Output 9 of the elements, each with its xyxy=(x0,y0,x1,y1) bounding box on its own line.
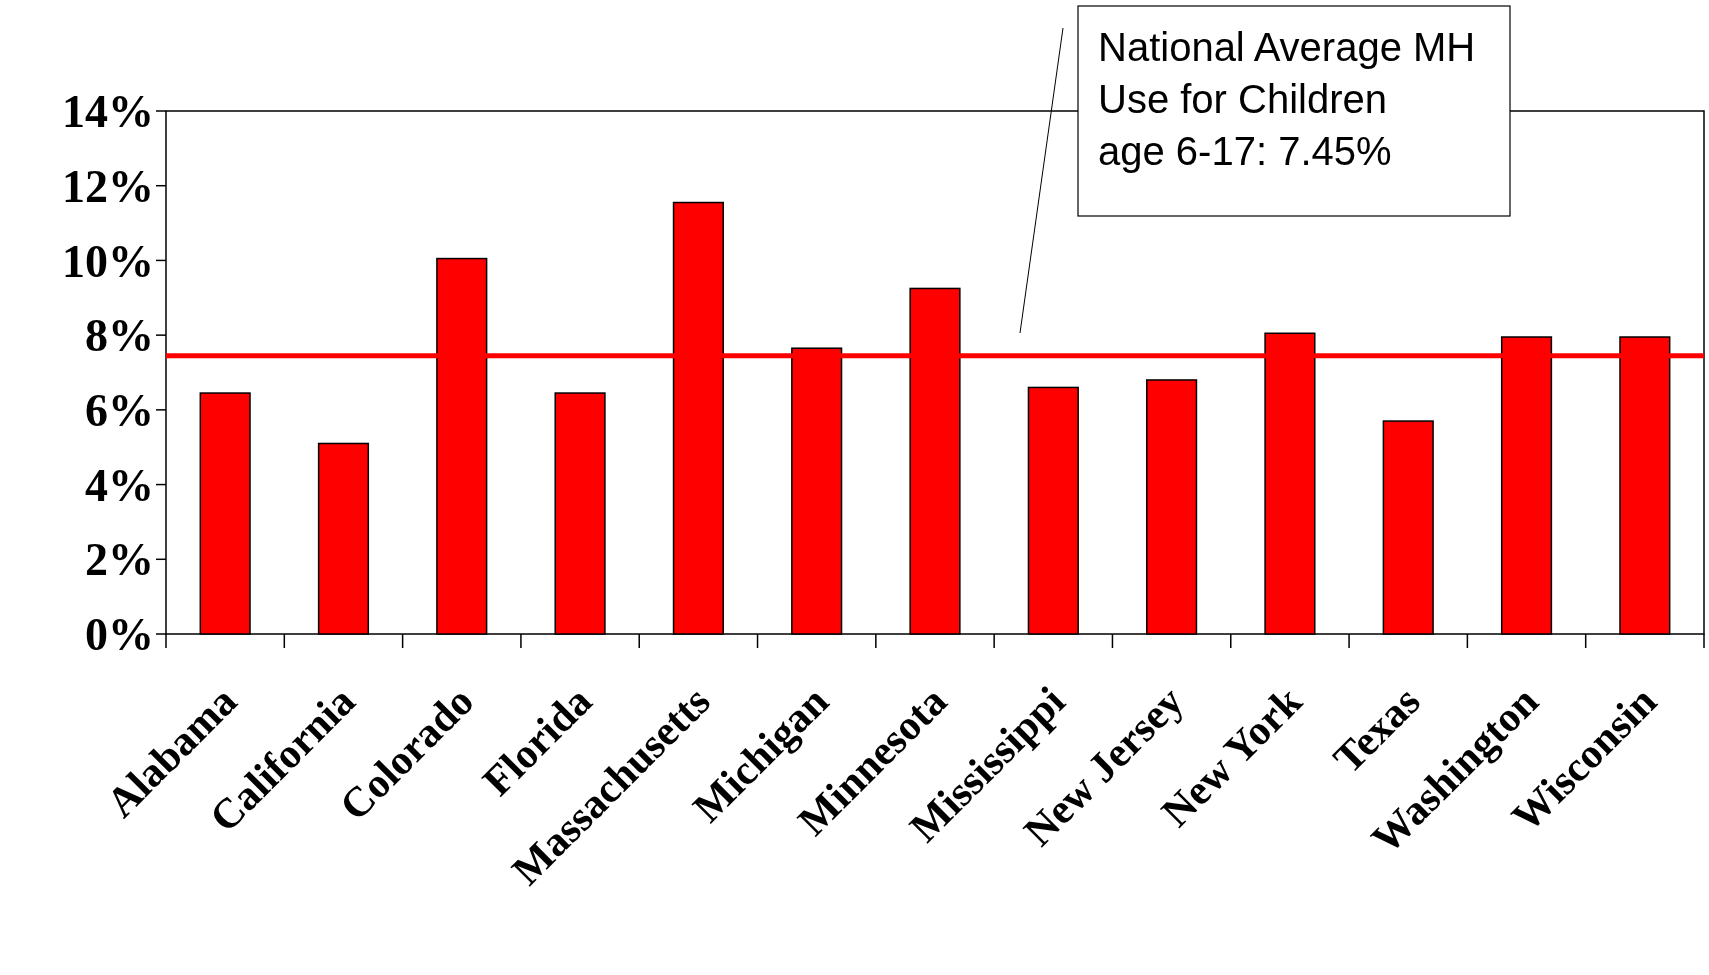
y-tick-label: 2% xyxy=(85,534,154,586)
y-tick-label: 12% xyxy=(62,160,154,212)
annotation: National Average MH Use for Children age 6-17: 7.45% xyxy=(1098,25,1476,173)
y-tick-label: 8% xyxy=(85,310,154,362)
y-tick-label: 6% xyxy=(85,384,154,436)
y-tick-label: 10% xyxy=(62,235,154,287)
y-tick-label: 0% xyxy=(85,609,154,661)
y-tick-label: 4% xyxy=(85,459,154,511)
y-tick-label: 14% xyxy=(62,86,154,138)
